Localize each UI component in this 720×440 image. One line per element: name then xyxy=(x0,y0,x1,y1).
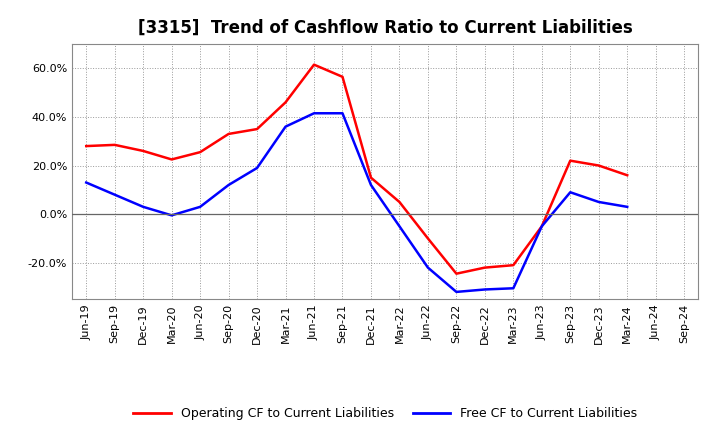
Operating CF to Current Liabilities xyxy=(282,100,290,105)
Free CF to Current Liabilities xyxy=(196,204,204,209)
Operating CF to Current Liabilities xyxy=(452,271,461,276)
Operating CF to Current Liabilities xyxy=(566,158,575,163)
Free CF to Current Liabilities xyxy=(509,286,518,291)
Operating CF to Current Liabilities xyxy=(537,224,546,229)
Free CF to Current Liabilities xyxy=(167,213,176,218)
Operating CF to Current Liabilities xyxy=(338,74,347,80)
Free CF to Current Liabilities xyxy=(452,289,461,294)
Title: [3315]  Trend of Cashflow Ratio to Current Liabilities: [3315] Trend of Cashflow Ratio to Curren… xyxy=(138,19,633,37)
Operating CF to Current Liabilities xyxy=(623,172,631,178)
Operating CF to Current Liabilities xyxy=(82,143,91,149)
Operating CF to Current Liabilities xyxy=(509,263,518,268)
Operating CF to Current Liabilities xyxy=(480,265,489,270)
Free CF to Current Liabilities xyxy=(595,199,603,205)
Operating CF to Current Liabilities xyxy=(423,236,432,241)
Free CF to Current Liabilities xyxy=(110,192,119,197)
Line: Free CF to Current Liabilities: Free CF to Current Liabilities xyxy=(86,113,627,292)
Free CF to Current Liabilities xyxy=(480,287,489,292)
Operating CF to Current Liabilities xyxy=(110,142,119,147)
Operating CF to Current Liabilities xyxy=(253,126,261,132)
Free CF to Current Liabilities xyxy=(423,265,432,270)
Operating CF to Current Liabilities xyxy=(167,157,176,162)
Operating CF to Current Liabilities xyxy=(395,199,404,205)
Free CF to Current Liabilities xyxy=(623,204,631,209)
Operating CF to Current Liabilities xyxy=(595,163,603,168)
Free CF to Current Liabilities xyxy=(395,224,404,229)
Free CF to Current Liabilities xyxy=(566,190,575,195)
Legend: Operating CF to Current Liabilities, Free CF to Current Liabilities: Operating CF to Current Liabilities, Fre… xyxy=(128,403,642,425)
Free CF to Current Liabilities xyxy=(225,182,233,187)
Free CF to Current Liabilities xyxy=(366,182,375,187)
Operating CF to Current Liabilities xyxy=(225,131,233,136)
Line: Operating CF to Current Liabilities: Operating CF to Current Liabilities xyxy=(86,65,627,274)
Free CF to Current Liabilities xyxy=(537,224,546,229)
Free CF to Current Liabilities xyxy=(338,110,347,116)
Operating CF to Current Liabilities xyxy=(139,148,148,154)
Operating CF to Current Liabilities xyxy=(196,150,204,155)
Operating CF to Current Liabilities xyxy=(366,175,375,180)
Free CF to Current Liabilities xyxy=(139,204,148,209)
Free CF to Current Liabilities xyxy=(282,124,290,129)
Free CF to Current Liabilities xyxy=(82,180,91,185)
Operating CF to Current Liabilities xyxy=(310,62,318,67)
Free CF to Current Liabilities xyxy=(253,165,261,171)
Free CF to Current Liabilities xyxy=(310,110,318,116)
